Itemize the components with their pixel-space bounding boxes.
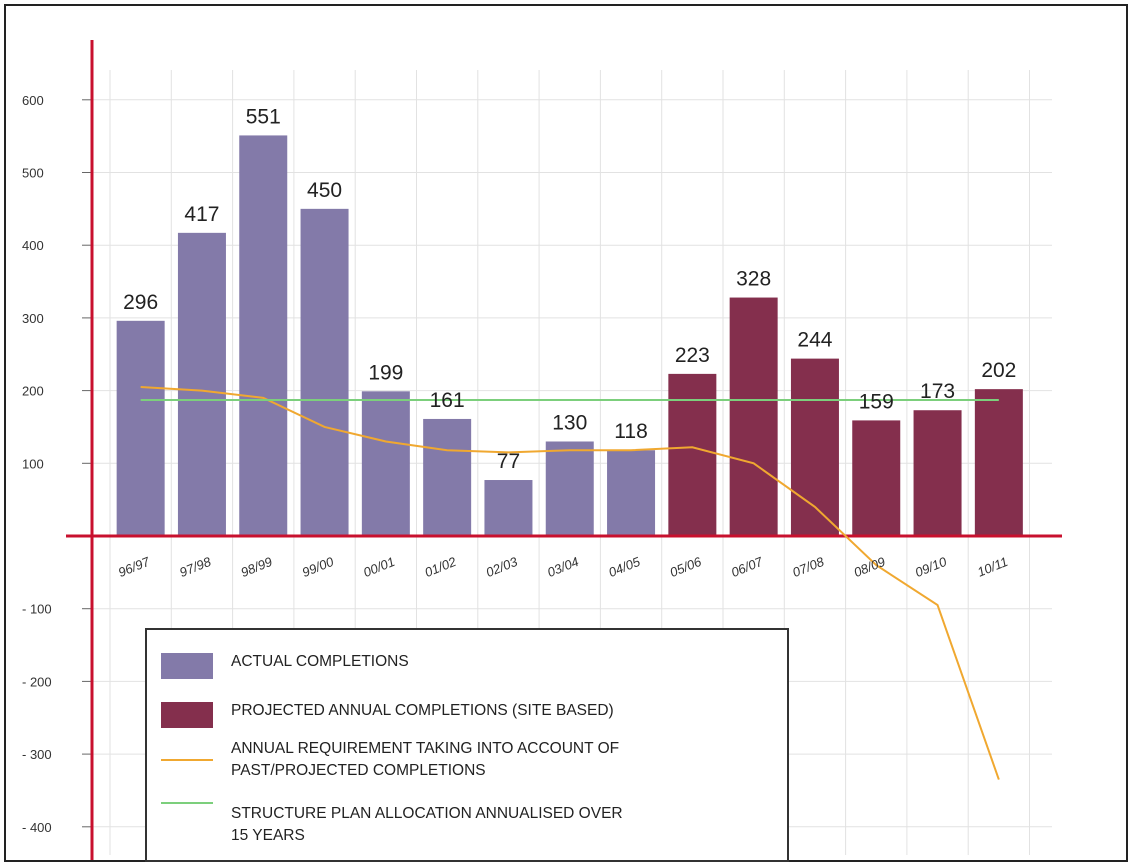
bar xyxy=(484,480,533,536)
data-label: 450 xyxy=(307,179,342,202)
bar xyxy=(852,420,901,536)
x-tick-label: 08/09 xyxy=(852,554,888,580)
data-label: 244 xyxy=(797,329,832,352)
x-tick-label: 00/01 xyxy=(361,554,397,580)
y-tick-label: 500 xyxy=(22,166,44,181)
legend-label-structure-2: 15 YEARS xyxy=(231,827,305,844)
x-tick-label: 98/99 xyxy=(239,554,275,580)
data-label: 161 xyxy=(430,389,465,412)
bar xyxy=(361,391,410,536)
legend-line-structure xyxy=(161,802,213,804)
bar xyxy=(790,358,839,536)
data-label: 118 xyxy=(614,420,647,443)
y-tick-label: 300 xyxy=(22,311,44,326)
x-tick-label: 09/10 xyxy=(913,554,949,580)
y-tick-label: 200 xyxy=(22,384,44,399)
legend-label-structure-1: STRUCTURE PLAN ALLOCATION ANNUALISED OVE… xyxy=(231,805,623,822)
data-label: 173 xyxy=(920,380,955,403)
bar xyxy=(974,389,1023,536)
x-tick-label: 97/98 xyxy=(177,554,213,580)
data-label: 551 xyxy=(246,105,281,128)
x-tick-label: 06/07 xyxy=(729,554,765,580)
y-tick-label: - 400 xyxy=(22,820,52,835)
x-tick-label: 96/97 xyxy=(116,554,152,580)
legend-label-projected: PROJECTED ANNUAL COMPLETIONS (SITE BASED… xyxy=(231,702,614,719)
bar xyxy=(545,441,594,536)
series-line xyxy=(140,385,1000,780)
bar xyxy=(607,450,656,536)
y-tick-label: 400 xyxy=(22,238,44,253)
x-tick-label: 99/00 xyxy=(300,554,336,580)
y-tick-label: - 200 xyxy=(22,674,52,689)
x-tick-label: 10/11 xyxy=(975,554,1010,580)
chart-legend: ACTUAL COMPLETIONS PROJECTED ANNUAL COMP… xyxy=(145,628,789,862)
legend-line-requirement xyxy=(161,759,213,761)
bar xyxy=(729,297,778,536)
x-tick-label: 04/05 xyxy=(606,554,642,580)
bar xyxy=(177,232,226,536)
y-tick-label: 100 xyxy=(22,456,44,471)
x-tick-label: 03/04 xyxy=(545,554,581,580)
legend-swatch-actual xyxy=(161,653,213,679)
legend-label-requirement-1: ANNUAL REQUIREMENT TAKING INTO ACCOUNT O… xyxy=(231,740,620,757)
y-tick-label: - 300 xyxy=(22,747,52,762)
data-label: 417 xyxy=(184,203,219,226)
y-tick-label: - 100 xyxy=(22,602,52,617)
legend-label-requirement-2: PAST/PROJECTED COMPLETIONS xyxy=(231,762,486,779)
legend-swatch-projected xyxy=(161,702,213,728)
bar xyxy=(423,418,472,536)
x-tick-label: 02/03 xyxy=(484,554,520,580)
bar xyxy=(913,410,962,536)
x-tick-label: 07/08 xyxy=(790,554,826,580)
data-label: 202 xyxy=(981,359,1016,382)
bar xyxy=(300,208,349,536)
y-tick-label: 600 xyxy=(22,93,44,108)
bar xyxy=(239,135,288,536)
data-label: 130 xyxy=(552,411,587,434)
data-label: 223 xyxy=(675,344,710,367)
bar xyxy=(668,373,717,536)
x-tick-label: 05/06 xyxy=(668,554,704,580)
legend-label-actual: ACTUAL COMPLETIONS xyxy=(231,653,409,670)
data-label: 159 xyxy=(859,390,894,413)
data-label: 77 xyxy=(497,450,520,473)
data-label: 296 xyxy=(123,291,158,314)
data-label: 328 xyxy=(736,268,771,291)
x-tick-label: 01/02 xyxy=(422,554,458,580)
bar xyxy=(116,320,165,536)
data-label: 199 xyxy=(368,361,403,384)
